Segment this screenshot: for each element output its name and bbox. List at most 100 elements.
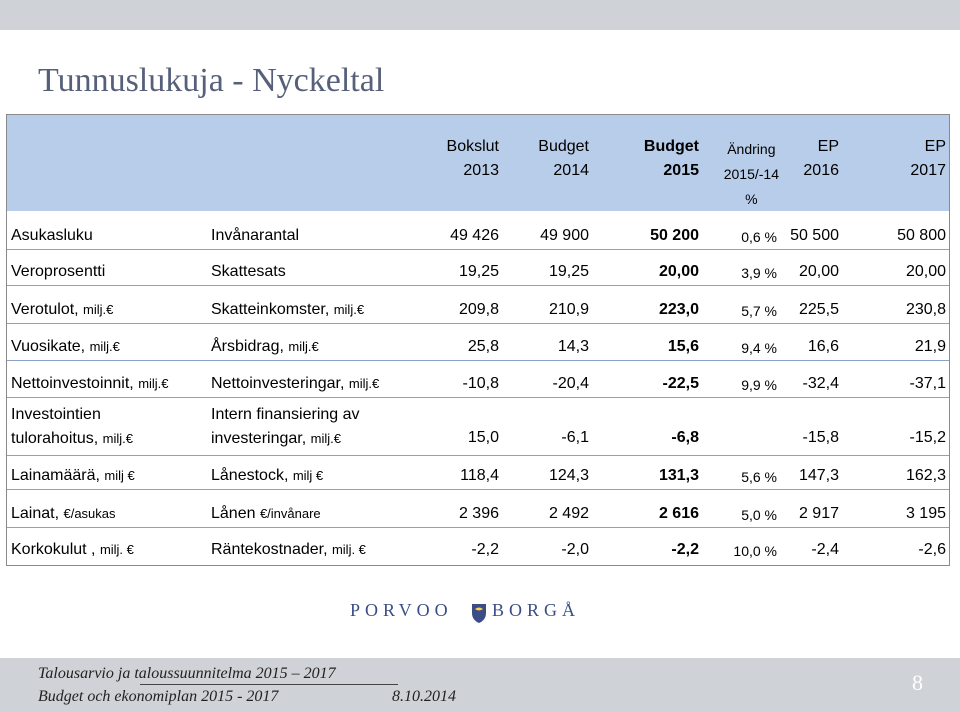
row-label-sv-text: Lånestock, bbox=[211, 467, 293, 484]
row-label-fi-text: Lainamäärä, bbox=[11, 467, 105, 484]
cell-2017: -15,2 bbox=[910, 429, 946, 447]
cell-2017: 3 195 bbox=[906, 505, 946, 523]
page-title: Tunnuslukuja - Nyckeltal bbox=[38, 62, 385, 99]
cell-2016: 16,6 bbox=[808, 338, 839, 356]
col-header-line: Bokslut bbox=[446, 138, 499, 155]
cell-2016: -2,4 bbox=[811, 541, 839, 559]
value-2015: 2 616 bbox=[658, 505, 699, 522]
cell-2015: 2 616 bbox=[659, 505, 699, 523]
row-label-fi: Lainat, €/asukas bbox=[11, 505, 116, 523]
cell-2013: -10,8 bbox=[463, 375, 499, 393]
value-2016: 147,3 bbox=[798, 467, 839, 484]
cell-2017: 162,3 bbox=[906, 467, 946, 485]
col-header-line: % bbox=[745, 191, 758, 207]
cell-2015: 20,00 bbox=[659, 263, 699, 281]
value-2017: 3 195 bbox=[905, 505, 946, 522]
cell-2017: 50 800 bbox=[897, 227, 946, 245]
cell-2016: -32,4 bbox=[803, 375, 839, 393]
value-change: 0,6 % bbox=[741, 229, 777, 245]
porvoo-borga-logo: PORVOO BORGÅ bbox=[350, 600, 580, 623]
cell-2016: 147,3 bbox=[799, 467, 839, 485]
cell-2013: 15,0 bbox=[468, 429, 499, 447]
value-change: 5,7 % bbox=[741, 303, 777, 319]
cell-2014: 49 900 bbox=[540, 227, 589, 245]
footer-bar: Talousarvio ja taloussuunnitelma 2015 – … bbox=[0, 658, 960, 712]
row-label-fi-text: Vuosikate, bbox=[11, 338, 90, 355]
footer-title-fi: Talousarvio ja taloussuunnitelma 2015 – … bbox=[38, 665, 336, 682]
row-unit-sv: milj. € bbox=[331, 542, 366, 557]
value-2013: 118,4 bbox=[460, 467, 499, 484]
cell-2015: 15,6 bbox=[668, 338, 699, 356]
row-label-sv-text: Skatteinkomster, bbox=[211, 301, 334, 318]
row-unit-fi: €/asukas bbox=[63, 506, 116, 521]
cell-2015: 223,0 bbox=[659, 301, 699, 319]
cell-2014: -6,1 bbox=[561, 429, 589, 447]
col-header-line: 2014 bbox=[553, 162, 589, 179]
value-2017: 50 800 bbox=[897, 227, 946, 244]
row-divider bbox=[7, 527, 949, 528]
cell-2017: 230,8 bbox=[906, 301, 946, 319]
row-label-fi: Lainamäärä, milj € bbox=[11, 467, 135, 485]
col-header-line: 2013 bbox=[463, 162, 499, 179]
row-unit-sv: milj.€ bbox=[288, 339, 319, 354]
value-2013: -10,8 bbox=[462, 375, 499, 392]
logo-text-borga: BORGÅ bbox=[492, 600, 580, 620]
row-divider bbox=[7, 455, 949, 456]
row-label-fi-text: Korkokulut , bbox=[11, 541, 100, 558]
row-unit-fi: milj.€ bbox=[102, 431, 133, 446]
cell-change: 10,0 % bbox=[733, 543, 777, 559]
value-2015: -22,5 bbox=[662, 375, 699, 392]
value-2014: 2 492 bbox=[548, 505, 589, 522]
page-number: 8 bbox=[912, 670, 923, 695]
value-2014: 19,25 bbox=[548, 263, 589, 280]
row-label-fi-text: Verotulot, bbox=[11, 301, 84, 318]
col-header-line: 2015/-14 bbox=[723, 166, 779, 182]
value-2013: 19,25 bbox=[458, 263, 499, 280]
row-unit-sv: milj € bbox=[292, 468, 324, 483]
row-label-sv-line2: investeringar, bbox=[211, 430, 311, 447]
col-header-line: 2017 bbox=[910, 162, 946, 179]
value-2015: 131,3 bbox=[658, 467, 699, 484]
col-header-line: Budget bbox=[643, 138, 699, 155]
value-2013: 25,8 bbox=[467, 338, 499, 355]
row-unit-sv: milj.€ bbox=[310, 431, 341, 446]
table-header-background bbox=[7, 115, 949, 211]
cell-2017: 21,9 bbox=[915, 338, 946, 356]
row-unit-sv: €/invånare bbox=[259, 506, 321, 521]
row-label-sv-text: Räntekostnader, bbox=[211, 541, 332, 558]
cell-2014: -2,0 bbox=[561, 541, 589, 559]
cell-2013: 118,4 bbox=[460, 467, 499, 485]
row-divider bbox=[7, 397, 949, 398]
value-2016: 225,5 bbox=[798, 301, 839, 318]
value-2017: 20,00 bbox=[905, 263, 946, 280]
value-2013: 15,0 bbox=[467, 429, 499, 446]
row-label-sv-text: Skattesats bbox=[211, 263, 286, 280]
value-change: 3,9 % bbox=[741, 265, 777, 281]
cell-change: 3,9 % bbox=[741, 265, 777, 281]
top-bar bbox=[0, 0, 960, 30]
col-header-2016: EP 2016 bbox=[803, 135, 839, 183]
row-unit-fi: milj € bbox=[104, 468, 135, 483]
value-2016: 16,6 bbox=[807, 338, 839, 355]
row-label-sv: Lånen €/invånare bbox=[211, 505, 321, 523]
value-2013: 2 396 bbox=[458, 505, 499, 522]
value-2014: 210,9 bbox=[548, 301, 589, 318]
cell-2014: 19,25 bbox=[549, 263, 589, 281]
col-header-2017: EP 2017 bbox=[910, 135, 946, 183]
row-unit-fi: milj. € bbox=[99, 542, 134, 557]
cell-2014: 124,3 bbox=[549, 467, 589, 485]
row-divider bbox=[7, 249, 949, 250]
cell-2015: 50 200 bbox=[650, 227, 699, 245]
key-figures-table: Bokslut 2013 Budget 2014 Budget 2015 Änd… bbox=[6, 114, 950, 566]
value-2014: -2,0 bbox=[561, 541, 589, 558]
value-2016: -15,8 bbox=[802, 429, 839, 446]
cell-2016: 50 500 bbox=[790, 227, 839, 245]
cell-2014: -20,4 bbox=[553, 375, 589, 393]
row-divider bbox=[7, 489, 949, 490]
row-label-sv-line1: Intern finansiering av bbox=[211, 406, 360, 423]
row-label-sv: Räntekostnader, milj. € bbox=[211, 541, 366, 559]
row-label-fi: Vuosikate, milj.€ bbox=[11, 338, 120, 356]
cell-2015: -6,8 bbox=[671, 429, 699, 447]
cell-change: 5,6 % bbox=[741, 469, 777, 485]
cell-2017: 20,00 bbox=[906, 263, 946, 281]
